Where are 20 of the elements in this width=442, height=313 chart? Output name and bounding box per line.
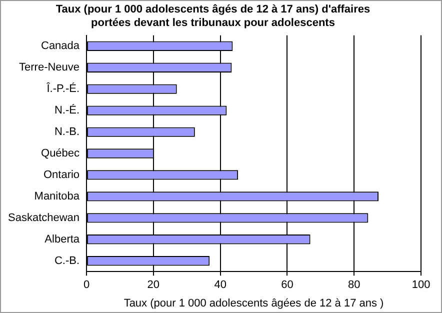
x-tick-label: 40	[214, 279, 226, 292]
x-tick-label: 0	[83, 279, 90, 292]
y-tick-label: Ontario	[43, 169, 80, 182]
text: Taux (pour 1 000 adolescents âgés de 12 à 17 ans) d'affaires	[56, 4, 370, 16]
y-tick-label: Î.-P.-É.	[46, 82, 80, 96]
y-tick-label: Canada	[40, 40, 80, 52]
x-axis-title: Taux (pour 1 000 adolescents âgées de 12 à 17 ans )	[124, 297, 384, 310]
x-tick-label: 20	[147, 279, 160, 292]
y-tick-label: Manitoba	[34, 190, 80, 202]
y-tick-label: N.-B.	[54, 126, 80, 138]
y-tick-label: Terre-Neuve	[19, 62, 80, 74]
y-tick-label: Alberta	[44, 233, 80, 246]
x-tick-label: 80	[348, 279, 360, 292]
text: portées devant les tribunaux pour adolescents	[91, 16, 335, 29]
x-tick-label: 60	[281, 279, 294, 292]
y-tick-label: N.-É.	[54, 104, 80, 117]
y-tick-label: C.-B.	[54, 254, 80, 267]
y-tick-label: Saskatchewan	[8, 212, 80, 224]
x-tick-label: 100	[412, 279, 430, 292]
y-tick-label: Québec	[41, 148, 80, 160]
